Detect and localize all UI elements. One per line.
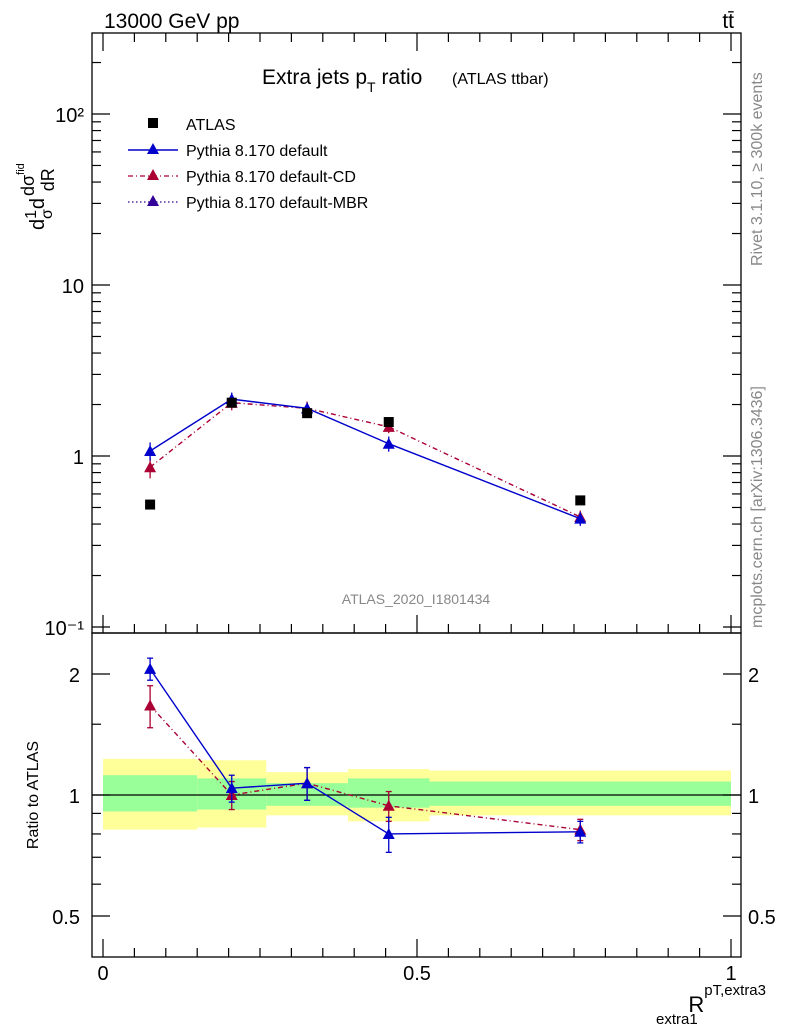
process-label: tt̄ xyxy=(722,10,734,33)
chart-title: Extra jets pT ratio xyxy=(262,66,422,95)
ratio-tick-label-left: 0.5 xyxy=(52,907,80,929)
x-axis-label-sup: pT,extra3 xyxy=(704,982,766,999)
legend-marker-default-mbr xyxy=(147,195,159,206)
rivet-version-label: Rivet 3.1.10, ≥ 300k events xyxy=(749,72,766,266)
legend: ATLAS Pythia 8.170 default Pythia 8.170 … xyxy=(128,117,368,212)
ratio-point xyxy=(225,782,238,794)
y-label-frac: 1 xyxy=(23,210,40,219)
atlas-data-point xyxy=(226,397,237,408)
energy-label: 13000 GeV pp xyxy=(104,10,239,33)
ratio-point xyxy=(301,777,314,789)
ratio-point xyxy=(382,827,395,839)
x-tick-label: 0 xyxy=(97,963,108,985)
legend-label-default: Pythia 8.170 default xyxy=(186,143,328,160)
ratio-tick-label-right: 0.5 xyxy=(748,907,776,929)
atlas-data-point xyxy=(302,408,313,419)
legend-marker-default-cd xyxy=(147,169,159,180)
x-tick-label: 0.5 xyxy=(403,963,431,985)
ratio-tick-label-left: 1 xyxy=(69,786,80,808)
y-tick-label-main: 10⁻¹ xyxy=(45,618,85,640)
ratio-tick-label-left: 2 xyxy=(69,665,80,687)
ratio-tick-label-right: 2 xyxy=(748,665,759,687)
atlas-data-point xyxy=(145,499,156,510)
ratio-tick-label-right: 1 xyxy=(748,786,759,808)
chart-title-note: (ATLAS ttbar) xyxy=(452,71,549,88)
legend-label-default-cd: Pythia 8.170 default-CD xyxy=(186,169,356,186)
band-inner-4 xyxy=(429,781,731,806)
ratio-point xyxy=(144,699,157,711)
y-axis-label-ratio: Ratio to ATLAS xyxy=(25,741,42,849)
mcplots-label: mcplots.cern.ch [arXiv:1306.3436] xyxy=(749,386,766,628)
x-axis-label-sub: extra1 xyxy=(656,1011,698,1024)
ratio-line-1 xyxy=(149,705,581,831)
chart-title-tail: ratio xyxy=(376,66,423,89)
series-line-0 xyxy=(149,398,581,520)
analysis-id: ATLAS_2020_I1801434 xyxy=(342,591,491,607)
series-line-1 xyxy=(149,401,581,518)
series-point xyxy=(144,461,157,473)
x-tick-label: 1 xyxy=(725,963,736,985)
atlas-data-point xyxy=(383,417,394,428)
legend-label-atlas: ATLAS xyxy=(186,117,236,134)
y-label-d1: d xyxy=(27,219,49,230)
data-marks xyxy=(144,392,587,853)
ratio-point xyxy=(382,799,395,811)
legend-marker-atlas xyxy=(148,118,158,128)
band-inner-0 xyxy=(103,775,198,812)
ratio-uncertainty-bands xyxy=(103,758,731,830)
chart-title-main: Extra jets p xyxy=(262,66,367,89)
y-tick-label-main: 10² xyxy=(55,105,84,127)
legend-marker-default xyxy=(147,143,159,154)
axis-ticks: 10⁻¹ 1 10 10² 0.5 0.5 1 1 2 2 0 0.5 1 xyxy=(45,33,776,985)
atlas-data-point xyxy=(575,495,586,506)
chart-title-subscript: T xyxy=(367,79,376,95)
y-tick-label-main: 1 xyxy=(73,447,84,469)
series-point xyxy=(574,512,587,524)
x-axis-label: RpT,extra3 extra1 xyxy=(656,982,766,1024)
series-point xyxy=(144,444,157,456)
legend-label-default-mbr: Pythia 8.170 default-MBR xyxy=(186,195,368,212)
series-point xyxy=(382,437,395,449)
y-axis-label-main: d1σddσfid dR xyxy=(15,163,58,230)
ratio-point xyxy=(144,662,157,674)
y-tick-label-main: 10 xyxy=(62,276,84,298)
ratio-point xyxy=(574,825,587,837)
